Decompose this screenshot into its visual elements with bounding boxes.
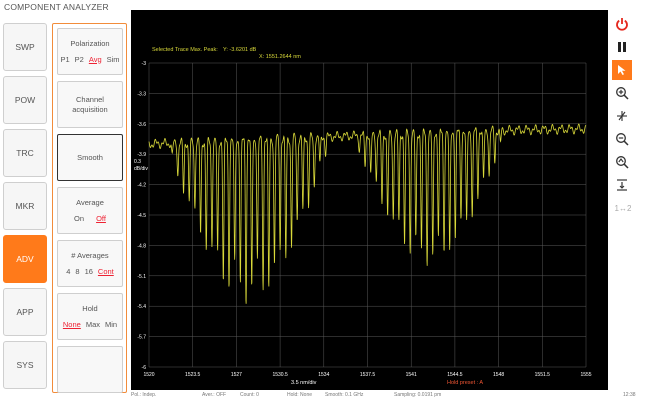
y-tick-label: -6 bbox=[142, 365, 147, 371]
y-tick-label: -3 bbox=[142, 61, 147, 67]
channel-label-line2: acquisition bbox=[72, 104, 108, 114]
nav-adv-button[interactable]: ADV bbox=[3, 235, 47, 283]
hold-option-max[interactable]: Max bbox=[85, 319, 100, 329]
y-tick-label: -5.1 bbox=[137, 274, 146, 280]
pause-icon[interactable] bbox=[612, 37, 632, 57]
average-option-off[interactable]: Off bbox=[96, 213, 106, 223]
x-tick-label: 1541 bbox=[406, 372, 417, 378]
status-smooth: Smooth: 0.1 GHz bbox=[325, 392, 364, 398]
y-tick-label: -3.6 bbox=[137, 122, 146, 128]
power-icon[interactable] bbox=[612, 14, 632, 34]
y-tick-label: -4.2 bbox=[137, 183, 146, 189]
x-tick-label: 1537.5 bbox=[360, 372, 376, 378]
averages-option-4[interactable]: 4 bbox=[66, 266, 71, 276]
averages-option-8[interactable]: 8 bbox=[75, 266, 80, 276]
x-tick-label: 1534 bbox=[318, 372, 329, 378]
y-tick-labels: -3 -3.3 -3.6 -3.9 -4.2 -4.5 -4.8 -5.1 -5.4 -5.7 -6 bbox=[137, 61, 146, 371]
y-tick-label: -4.5 bbox=[137, 213, 146, 219]
x-tick-label: 1527 bbox=[231, 372, 242, 378]
average-option-on[interactable]: On bbox=[74, 213, 85, 223]
spectrum-plot[interactable]: -3 -3.3 -3.6 -3.9 -4.2 -4.5 -4.8 -5.1 -5.4 -5.7 -6… bbox=[131, 10, 608, 390]
x-tick-label: 1520 bbox=[143, 372, 154, 378]
num-averages-softkey[interactable]: # Averages 4 8 16 Cont bbox=[57, 240, 123, 287]
zoom-out-icon[interactable] bbox=[612, 129, 632, 149]
nav-trc-button[interactable]: TRC bbox=[3, 129, 47, 177]
polarization-option-p1[interactable]: P1 bbox=[60, 54, 70, 64]
x-tick-label: 1555 bbox=[580, 372, 591, 378]
empty-softkey[interactable] bbox=[57, 346, 123, 393]
nav-mkr-button[interactable]: MKR bbox=[3, 182, 47, 230]
spectrum-chart-svg: -3 -3.3 -3.6 -3.9 -4.2 -4.5 -4.8 -5.1 -5.4 -5.7 -6… bbox=[134, 47, 592, 386]
x-tick-label: 1548 bbox=[493, 372, 504, 378]
nav-sys-button[interactable]: SYS bbox=[3, 341, 47, 389]
plot-grid bbox=[148, 62, 587, 368]
polarization-option-p2[interactable]: P2 bbox=[74, 54, 84, 64]
peak-label: Selected Trace Max. Peak: bbox=[152, 47, 218, 53]
trace-1-2-icon[interactable]: 1↔2 bbox=[614, 203, 632, 213]
hold-preset-label: Hold preset : A bbox=[447, 380, 483, 386]
polarization-title: Polarization bbox=[70, 39, 110, 49]
softkey-panel: Polarization P1 P2 Avg Sim Channel acqui… bbox=[52, 23, 127, 393]
peak-x-value: X: 1551.2644 nm bbox=[259, 54, 301, 60]
x-tick-label: 1523.5 bbox=[185, 372, 201, 378]
y-tick-label: -3.3 bbox=[137, 91, 146, 97]
fit-icon[interactable] bbox=[612, 175, 632, 195]
status-sampling: Sampling: 0.0191 pm bbox=[394, 392, 442, 398]
autoscale-icon[interactable] bbox=[612, 152, 632, 172]
nav-pow-button[interactable]: POW bbox=[3, 76, 47, 124]
y-tick-label: -5.7 bbox=[137, 335, 146, 341]
y-tick-label: -3.9 bbox=[137, 152, 146, 158]
status-hold: Hold: None bbox=[287, 392, 313, 398]
smooth-label: Smooth bbox=[77, 152, 103, 162]
status-bar: Pol.: Indep. Aver.: OFF Count: 0 Hold: N… bbox=[131, 391, 641, 399]
polarization-softkey[interactable]: Polarization P1 P2 Avg Sim bbox=[57, 28, 123, 75]
pointer-icon[interactable] bbox=[612, 60, 632, 80]
app-title: COMPONENT ANALYZER bbox=[4, 2, 109, 12]
num-averages-title: # Averages bbox=[71, 251, 109, 261]
x-tick-label: 1544.5 bbox=[447, 372, 463, 378]
nav-swp-button[interactable]: SWP bbox=[3, 23, 47, 71]
trace-line bbox=[148, 123, 587, 304]
x-tick-labels: 1520 1523.5 1527 1530.5 1534 1537.5 1541 1544.5… bbox=[143, 372, 591, 378]
status-aver: Aver.: OFF bbox=[202, 392, 227, 398]
hold-softkey[interactable]: Hold None Max Min bbox=[57, 293, 123, 340]
marker-icon[interactable] bbox=[612, 106, 632, 126]
status-count: Count: 0 bbox=[240, 392, 259, 398]
nav-app-button[interactable]: APP bbox=[3, 288, 47, 336]
hold-option-none[interactable]: None bbox=[62, 319, 81, 329]
channel-label-line1: Channel bbox=[76, 95, 104, 105]
hold-title: Hold bbox=[82, 304, 98, 314]
status-time: 12:38 bbox=[623, 392, 636, 398]
peak-y-value: Y: -3.6201 dB bbox=[223, 47, 257, 53]
zoom-in-icon[interactable] bbox=[612, 83, 632, 103]
y-scale-unit: dB/div bbox=[134, 166, 148, 172]
average-title: Average bbox=[76, 198, 104, 208]
y-tick-label: -4.8 bbox=[137, 243, 146, 249]
x-scale-label: 3.5 nm/div bbox=[291, 380, 317, 386]
x-tick-label: 1551.5 bbox=[535, 372, 551, 378]
polarization-option-avg[interactable]: Avg bbox=[88, 54, 102, 64]
average-softkey[interactable]: Average On Off bbox=[57, 187, 123, 234]
polarization-option-sim[interactable]: Sim bbox=[106, 54, 120, 64]
hold-option-min[interactable]: Min bbox=[105, 319, 118, 329]
channel-acquisition-softkey[interactable]: Channel acquisition bbox=[57, 81, 123, 128]
y-scale-value: 0.3 bbox=[134, 159, 141, 165]
averages-option-cont[interactable]: Cont bbox=[97, 266, 114, 276]
y-tick-label: -5.4 bbox=[137, 304, 146, 310]
status-pol: Pol.: Indep. bbox=[131, 392, 157, 398]
smooth-softkey[interactable]: Smooth bbox=[57, 134, 123, 181]
averages-option-16[interactable]: 16 bbox=[84, 266, 93, 276]
x-tick-label: 1530.5 bbox=[272, 372, 288, 378]
